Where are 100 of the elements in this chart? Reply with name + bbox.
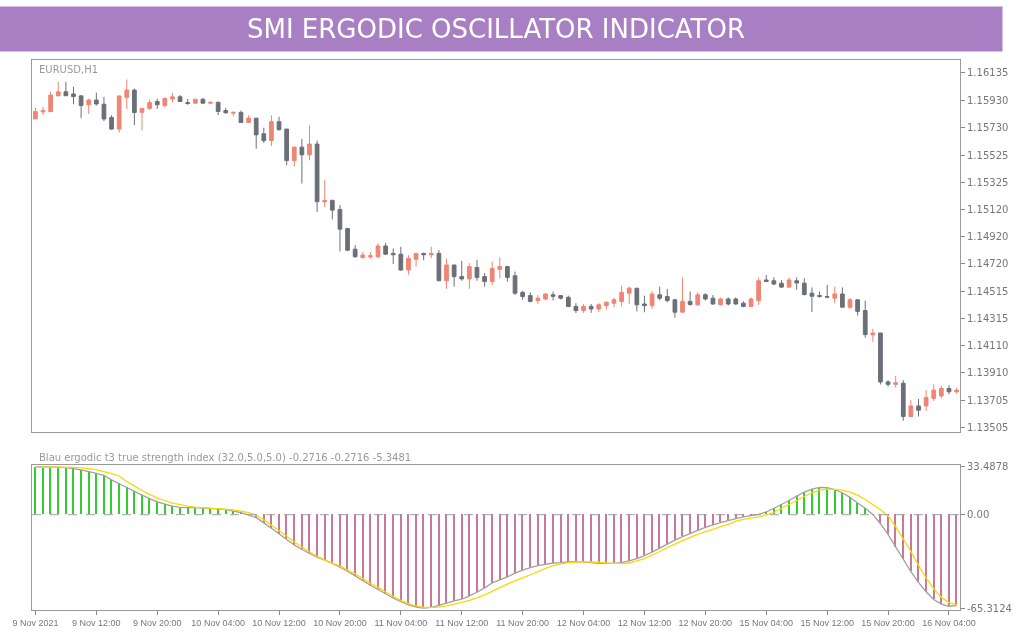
bar [575, 514, 577, 562]
candlestick [390, 247, 396, 265]
x-tick-label: 12 Nov 12:00 [617, 617, 672, 628]
bar [506, 514, 508, 578]
candlestick [177, 94, 183, 103]
bar [910, 514, 912, 572]
bar [126, 487, 128, 515]
candlestick [771, 276, 777, 286]
candlestick [527, 291, 533, 303]
candlestick [779, 279, 784, 289]
bar [118, 483, 120, 515]
bar [712, 514, 714, 526]
candlestick [512, 271, 518, 296]
bar [293, 514, 295, 546]
candlestick [520, 290, 526, 301]
candlestick [147, 99, 152, 111]
candlestick [847, 297, 853, 310]
candlestick [878, 332, 883, 385]
bar [590, 514, 592, 563]
bar [933, 514, 935, 600]
candlestick [368, 251, 373, 260]
bar [354, 514, 356, 577]
bar [826, 488, 828, 515]
bar [552, 514, 554, 564]
x-tick-label: 12 Nov 04:00 [556, 617, 611, 628]
bar [34, 467, 36, 515]
candlestick [741, 300, 746, 308]
candlestick [406, 254, 411, 276]
candlestick [748, 296, 754, 308]
bar [141, 495, 143, 515]
bar [476, 514, 478, 593]
y-tick-label: 1.15730 [967, 121, 1009, 133]
y-tick-label: 0.00 [967, 509, 990, 521]
x-tick-label: 11 Nov 12:00 [435, 617, 489, 628]
candlestick [55, 81, 61, 97]
candlestick [466, 262, 472, 290]
candlestick [482, 272, 487, 288]
bar [483, 514, 485, 589]
bar [681, 514, 683, 537]
y-tick-label: 1.13910 [967, 367, 1009, 379]
candlestick [634, 287, 640, 312]
candlestick [710, 294, 716, 306]
bar [80, 470, 82, 515]
candlestick [938, 385, 944, 399]
candlestick [269, 114, 274, 147]
candlestick [352, 244, 358, 259]
candlestick [725, 296, 731, 307]
bar [521, 514, 523, 571]
bar [339, 514, 341, 568]
candlestick [900, 379, 906, 422]
candlestick [48, 91, 54, 113]
candlestick [611, 297, 617, 308]
y-tick-label: 1.15525 [967, 149, 1009, 161]
candlestick [299, 138, 305, 185]
candlestick [474, 259, 480, 282]
bar [491, 514, 493, 584]
line-series [34, 466, 958, 609]
candlestick [855, 298, 860, 317]
candlestick [40, 106, 46, 116]
bar [415, 514, 417, 608]
candlestick [215, 101, 221, 116]
candlestick [558, 294, 564, 301]
chart-title: SMI ERGODIC OSCILLATOR INDICATOR [246, 14, 746, 44]
y-tick-label: 1.15930 [967, 94, 1009, 106]
candlestick [208, 101, 213, 105]
bar [666, 514, 668, 545]
candlestick [428, 246, 434, 259]
bar [156, 502, 158, 515]
candlestick [162, 96, 168, 108]
bar [636, 514, 638, 559]
candlestick [345, 227, 350, 252]
candlestick [398, 246, 404, 272]
candlestick [535, 294, 541, 305]
candlestick [931, 383, 937, 402]
candlestick [337, 204, 343, 253]
y-tick-label: -65.3124 [967, 602, 1012, 614]
bar [849, 497, 851, 515]
candlestick [200, 97, 206, 105]
candlestick [763, 274, 769, 283]
bar [689, 514, 691, 534]
candlestick [276, 116, 282, 132]
candlestick [322, 179, 328, 208]
candlestick [672, 298, 678, 319]
bar [49, 467, 51, 515]
candlestick [695, 291, 701, 307]
x-tick-label: 15 Nov 12:00 [800, 617, 854, 628]
x-tick-label: 16 Nov 04:00 [922, 617, 976, 628]
bar [468, 514, 470, 597]
candlestick [154, 98, 160, 110]
bar [658, 514, 660, 549]
bar [346, 514, 348, 572]
candlestick [756, 276, 762, 306]
bar [42, 467, 44, 515]
bar [316, 514, 318, 558]
candlestick [253, 117, 259, 150]
candlestick [619, 285, 624, 307]
x-tick-label: 15 Nov 20:00 [861, 617, 915, 628]
candlestick [459, 260, 465, 282]
candlestick [101, 96, 107, 122]
candlestick [78, 94, 84, 119]
